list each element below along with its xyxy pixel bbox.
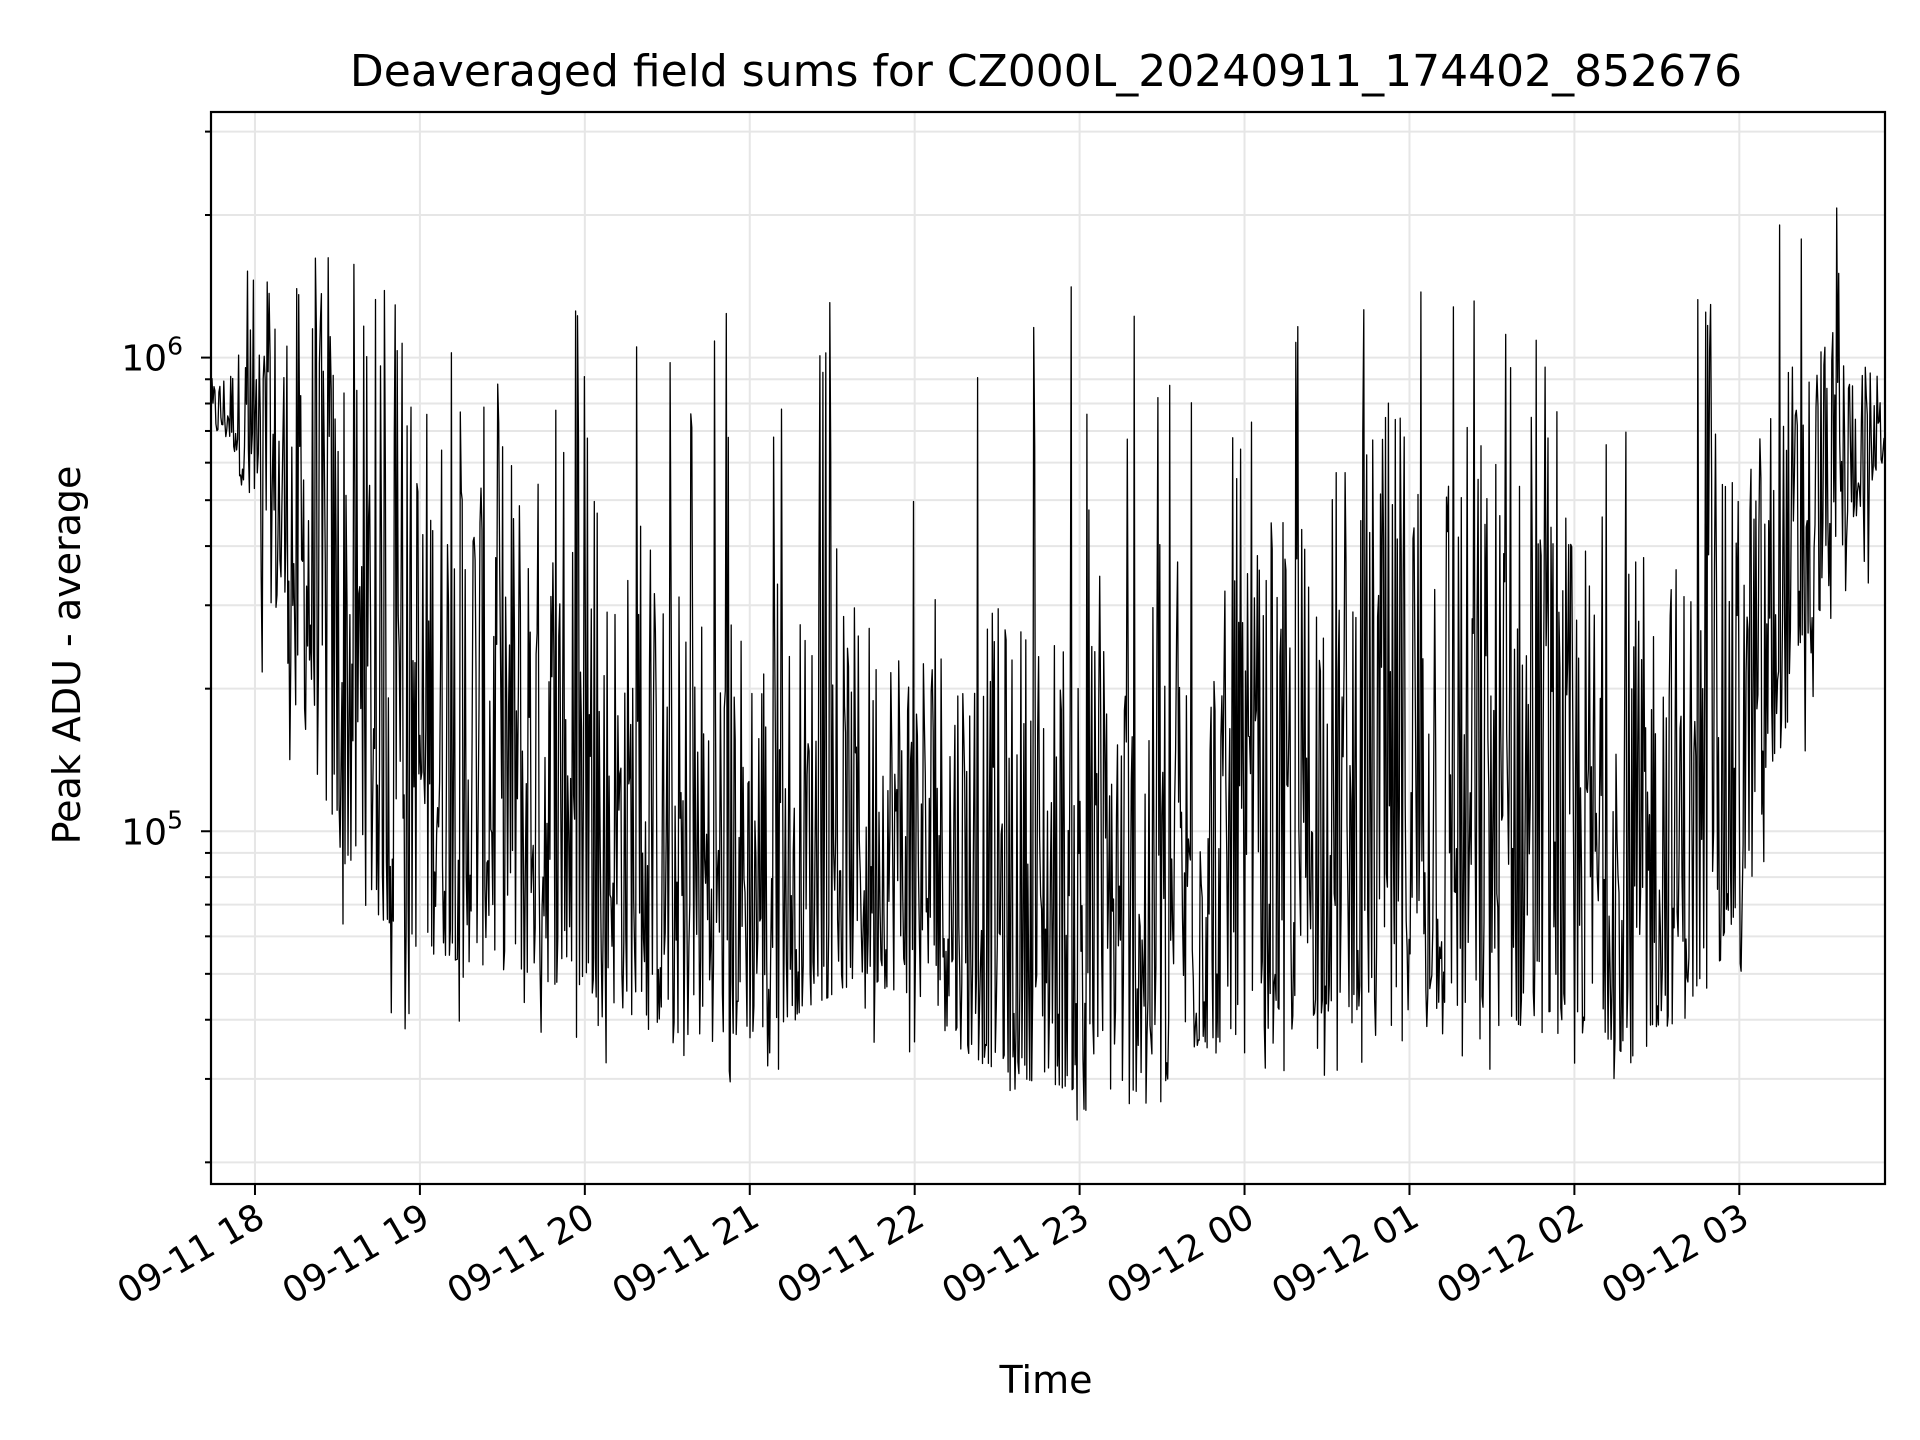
y-axis-title: Peak ADU - average [45, 466, 89, 845]
y-tick-label-exponent: 5 [167, 805, 183, 834]
chart-title: Deaveraged field sums for CZ000L_2024091… [350, 46, 1742, 97]
x-axis-title: Time [999, 1358, 1093, 1402]
series-line [210, 207, 1886, 1121]
y-tick-label: 106 [121, 332, 183, 380]
y-tick-label-base: 10 [121, 812, 167, 853]
plot-frame [209, 110, 1887, 1186]
y-tick-label-exponent: 6 [167, 332, 183, 361]
plot-series-group [210, 207, 1886, 1121]
y-tick-label: 105 [121, 805, 183, 853]
y-tick-label-base: 10 [121, 339, 167, 380]
